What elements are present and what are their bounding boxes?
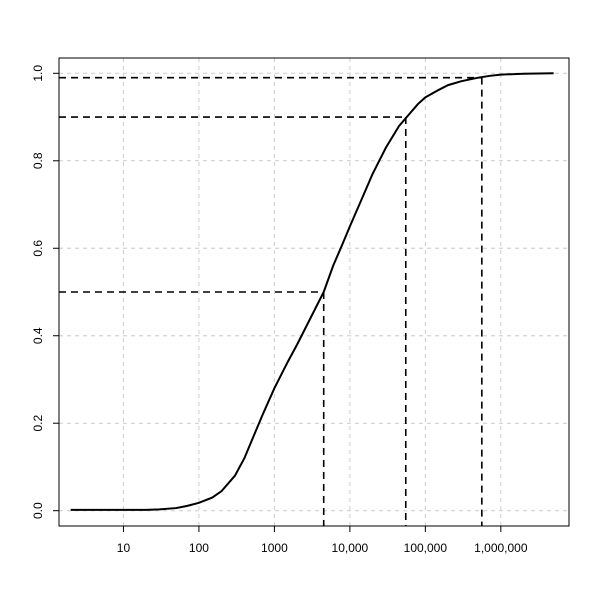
x-tick-label: 1000 [261, 541, 288, 555]
x-tick-label: 100 [189, 541, 209, 555]
x-tick-label: 10 [117, 541, 131, 555]
x-tick-label: 10,000 [332, 541, 369, 555]
y-tick-label: 0.6 [31, 240, 45, 257]
series-line [70, 72, 554, 511]
y-axis: 0.0 0.2 0.4 0.6 0.8 1.0 [31, 65, 59, 519]
reference-lines [59, 76, 483, 526]
x-axis: 10 100 1000 10,000 100,000 1,000,000 [117, 526, 528, 555]
y-tick-label: 1.0 [31, 65, 45, 82]
plot-frame [58, 57, 570, 527]
y-tick-label: 0.4 [31, 327, 45, 344]
grid [59, 58, 569, 526]
x-tick-label: 100,000 [404, 541, 448, 555]
y-tick-label: 0.0 [31, 502, 45, 519]
y-tick-label: 0.2 [31, 415, 45, 432]
y-tick-label: 0.8 [31, 152, 45, 169]
x-tick-label: 1,000,000 [474, 541, 528, 555]
